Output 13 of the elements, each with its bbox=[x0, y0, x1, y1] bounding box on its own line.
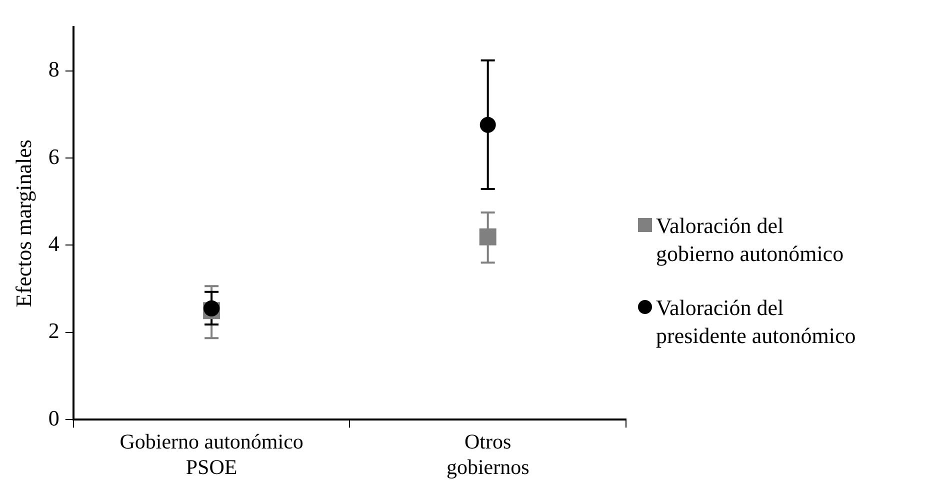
y-tick-label: 6 bbox=[48, 144, 60, 169]
point bbox=[479, 228, 496, 246]
y-tick-label: 8 bbox=[48, 56, 60, 82]
y-axis-title: Efectos marginales bbox=[10, 140, 36, 308]
legend-label: Valoración del gobierno autonómico bbox=[656, 212, 845, 268]
point bbox=[204, 300, 220, 316]
x-tick-label: Gobierno autonómico PSOE bbox=[120, 430, 304, 479]
x-tick-label: Otros gobiernos bbox=[446, 430, 530, 479]
legend-label: Valoración del presidente autonómico bbox=[656, 294, 857, 350]
y-tick-label: 2 bbox=[48, 318, 60, 344]
y-tick-label: 4 bbox=[48, 230, 60, 256]
point bbox=[480, 116, 496, 133]
y-tick-label: 0 bbox=[48, 405, 60, 430]
